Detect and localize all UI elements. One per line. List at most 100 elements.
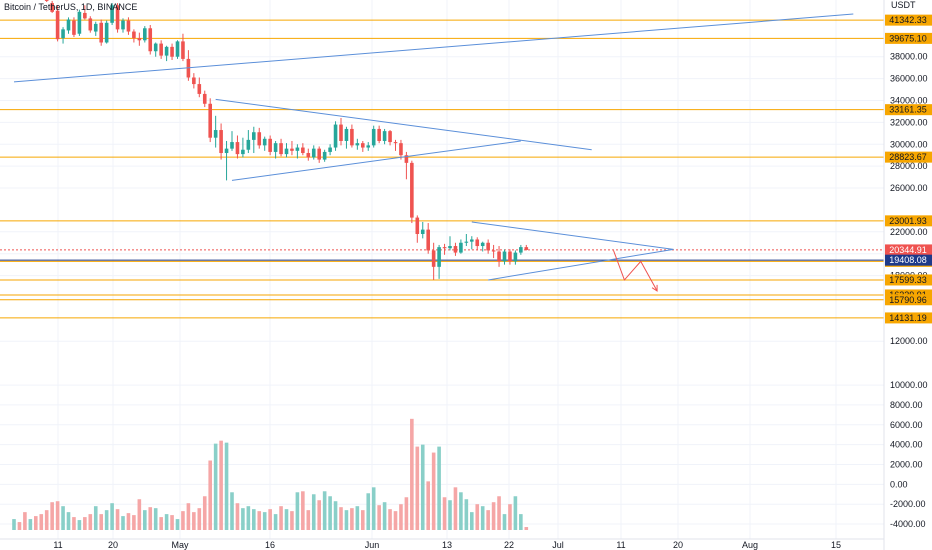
level-badge-label: 28823.67	[889, 152, 927, 162]
volume-bar	[88, 514, 93, 530]
candle-body	[453, 246, 458, 253]
level-badge-label: 17599.33	[889, 275, 927, 285]
volume-bar	[322, 491, 327, 530]
candle-body	[475, 239, 480, 247]
price-tick-label: 36000.00	[890, 74, 928, 84]
volume-bar	[175, 519, 180, 530]
candle-body	[344, 128, 349, 141]
candle-body	[104, 22, 109, 43]
candle-body	[224, 148, 229, 154]
volume-bar	[317, 500, 321, 530]
level-badge	[885, 215, 932, 227]
volume-bar	[426, 481, 430, 530]
price-unit-label: USDT	[891, 0, 916, 10]
volume-bar	[12, 519, 16, 530]
price-tick-label: 4000.00	[890, 440, 923, 450]
volume-bar	[442, 497, 447, 530]
candle-body	[328, 147, 332, 152]
candle-body	[219, 130, 223, 154]
price-tick-label: 34000.00	[890, 95, 928, 105]
volume-bar	[295, 492, 300, 530]
volume-bar	[44, 510, 49, 530]
volume-bar	[453, 487, 458, 530]
volume-bar	[181, 511, 185, 530]
trendline	[13, 13, 854, 83]
candle-body	[497, 251, 501, 262]
time-tick-label: 11	[616, 540, 625, 550]
volume-bar	[170, 515, 174, 530]
volume-bar	[475, 504, 480, 530]
volume-bar	[262, 512, 267, 530]
volume-bar	[339, 507, 343, 530]
candle-body	[192, 77, 196, 85]
volume-bar	[382, 502, 387, 530]
price-tick-label: -2000.00	[890, 499, 926, 509]
candle-body	[437, 247, 441, 267]
volume-bar	[17, 522, 22, 530]
level-badge	[885, 274, 932, 286]
level-badge-label: 33161.35	[889, 105, 927, 115]
candle-body	[115, 5, 120, 30]
candle-body	[181, 41, 185, 59]
candle-body	[448, 246, 452, 249]
candle-body	[66, 19, 71, 31]
volume-bar	[104, 510, 109, 530]
candle-body	[317, 148, 321, 160]
level-badge	[885, 312, 932, 324]
price-badges: 41342.33 39675.10 33161.35 28823.67 23001.93…	[885, 14, 932, 324]
volume-bar	[513, 496, 518, 530]
level-badge-label: 39675.10	[889, 33, 927, 43]
candle-body	[262, 138, 267, 146]
volume-bar	[61, 506, 65, 530]
volume-bar	[399, 504, 403, 530]
trendline	[471, 221, 674, 250]
projection-arrowhead	[651, 284, 658, 292]
time-tick-label: Jul	[552, 540, 564, 550]
volume-bar	[93, 506, 98, 530]
volume-bar	[393, 511, 398, 530]
candle-body	[126, 20, 131, 32]
trendline	[488, 248, 674, 281]
volume-bar	[246, 506, 251, 530]
time-tick-label: 13	[442, 540, 452, 550]
candle-body	[137, 38, 142, 41]
volume-bar	[197, 508, 202, 530]
candle-body	[377, 128, 381, 141]
candle-body	[148, 28, 153, 52]
volume-bar	[448, 500, 452, 530]
volume-bar	[497, 496, 501, 530]
candle-body	[202, 93, 207, 104]
candle-body	[268, 138, 272, 152]
volume-bar	[28, 519, 33, 530]
volume-bar	[420, 444, 425, 530]
candle-body	[470, 239, 474, 242]
volume-bar	[72, 517, 76, 530]
volume-bar	[268, 509, 272, 530]
candle-body	[164, 46, 169, 56]
candle-body	[99, 22, 103, 43]
chart-title: Bitcoin / TetherUS, 1D, BINANCE	[4, 2, 137, 12]
horizontal-levels	[0, 19, 884, 319]
candle-body	[431, 250, 436, 267]
reference-label: 19408.08	[889, 255, 927, 265]
trendlines	[13, 13, 854, 292]
price-tick-label: 0.00	[890, 479, 908, 489]
volume-bar	[34, 516, 38, 530]
volume-bar	[99, 514, 103, 530]
candle-body	[404, 155, 409, 163]
volume-bar	[502, 514, 507, 530]
candle-body	[306, 153, 311, 158]
volume-bar	[235, 503, 240, 530]
projection-path	[613, 250, 658, 292]
time-axis-background	[0, 539, 884, 550]
volume-bar	[55, 501, 60, 530]
volume-bar	[132, 515, 136, 530]
volume-bar	[388, 509, 392, 530]
candle-body	[50, 3, 54, 12]
volume-bar	[186, 503, 191, 530]
candle-body	[426, 229, 430, 251]
volume-bar	[306, 510, 311, 530]
volume-bar	[137, 499, 142, 530]
candle-body	[241, 149, 245, 155]
